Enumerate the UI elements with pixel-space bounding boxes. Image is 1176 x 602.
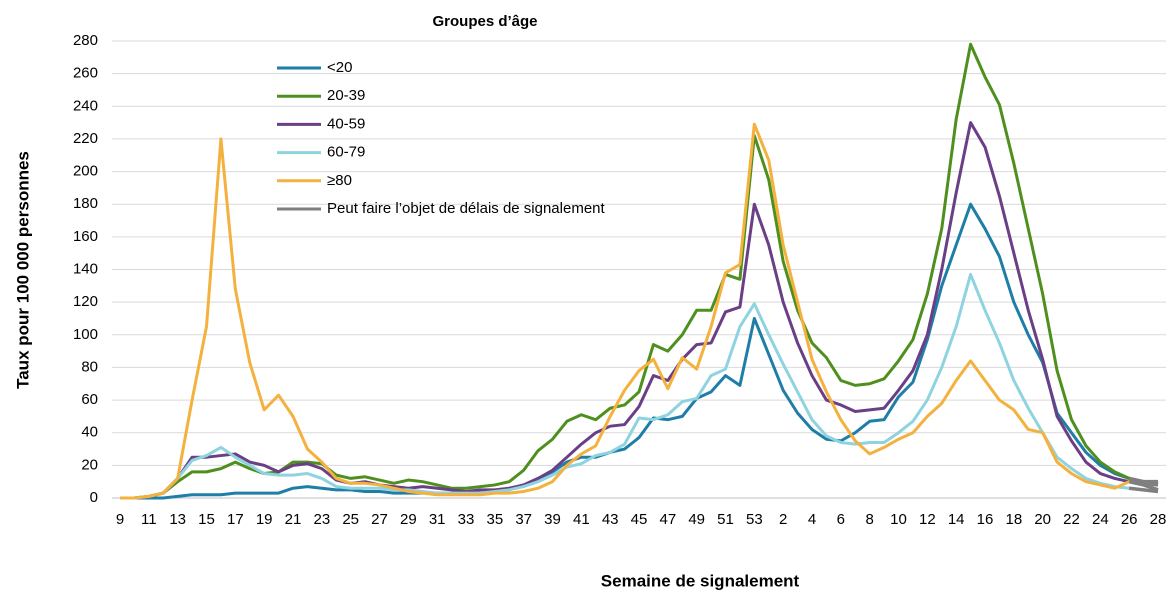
x-tick-label: 28 (1150, 511, 1167, 528)
legend-label: 60-79 (327, 144, 365, 161)
legend-label: <20 (327, 59, 352, 76)
legend-label: 20-39 (327, 87, 365, 104)
series-line (120, 121, 1159, 500)
series-line (120, 42, 1158, 500)
y-tick-label: 200 (73, 163, 98, 180)
x-tick-label: 27 (371, 511, 388, 528)
y-tick-label: 160 (73, 228, 98, 245)
y-tick-label: 100 (73, 326, 98, 343)
y-axis-label: Taux pour 100 000 personnes (13, 151, 32, 389)
legend-label: ≥80 (327, 172, 352, 189)
x-tick-label: 37 (515, 511, 532, 528)
x-tick-label: 20 (1034, 511, 1051, 528)
x-tick-label: 39 (544, 511, 561, 528)
x-tick-label: 14 (948, 511, 965, 528)
y-tick-label: 220 (73, 130, 98, 147)
chart-title: Groupes d’âge (432, 13, 537, 30)
delay-line (1128, 486, 1159, 494)
x-tick-label: 22 (1063, 511, 1080, 528)
x-tick-label: 16 (977, 511, 994, 528)
x-tick-label: 25 (342, 511, 359, 528)
x-tick-label: 41 (573, 511, 590, 528)
x-tick-label: 13 (169, 511, 186, 528)
x-tick-label: 35 (486, 511, 503, 528)
y-tick-label: 280 (73, 32, 98, 49)
x-tick-label: 19 (256, 511, 273, 528)
x-tick-label: 2 (779, 511, 787, 528)
y-tick-label: 20 (81, 456, 98, 473)
x-tick-label: 53 (746, 511, 763, 528)
x-tick-label: 17 (227, 511, 244, 528)
x-tick-label: 43 (602, 511, 619, 528)
x-tick-label: 31 (429, 511, 446, 528)
x-tick-label: 18 (1005, 511, 1022, 528)
delay-line (1128, 479, 1159, 492)
legend-label: 40-59 (327, 115, 365, 132)
x-tick-label: 12 (919, 511, 936, 528)
y-tick-label: 120 (73, 293, 98, 310)
y-tick-label: 140 (73, 260, 98, 277)
series-line (120, 272, 1159, 500)
x-tick-label: 9 (116, 511, 124, 528)
y-tick-label: 260 (73, 65, 98, 82)
x-tick-label: 51 (717, 511, 734, 528)
x-tick-label: 8 (865, 511, 873, 528)
x-axis-label: Semaine de signalement (601, 571, 800, 590)
y-tick-label: 60 (81, 391, 98, 408)
y-tick-label: 240 (73, 97, 98, 114)
x-tick-label: 29 (400, 511, 417, 528)
y-tick-label: 80 (81, 358, 98, 375)
y-tick-label: 40 (81, 424, 98, 441)
x-tick-label: 21 (285, 511, 302, 528)
x-tick-label: 26 (1121, 511, 1138, 528)
y-tick-label: 0 (90, 489, 98, 506)
x-tick-label: 24 (1092, 511, 1109, 528)
x-tick-label: 4 (808, 511, 816, 528)
x-tick-label: 33 (458, 511, 475, 528)
x-tick-label: 6 (837, 511, 845, 528)
series-line (120, 122, 1159, 500)
y-tick-label: 180 (73, 195, 98, 212)
x-tick-label: 15 (198, 511, 215, 528)
x-tick-label: 10 (890, 511, 907, 528)
x-tick-label: 11 (141, 511, 157, 528)
x-tick-label: 49 (688, 511, 705, 528)
series-line (120, 202, 1159, 500)
x-tick-label: 45 (631, 511, 648, 528)
legend-label: Peut faire l’objet de délais de signalem… (327, 200, 606, 217)
x-tick-label: 23 (313, 511, 330, 528)
x-tick-label: 47 (659, 511, 676, 528)
